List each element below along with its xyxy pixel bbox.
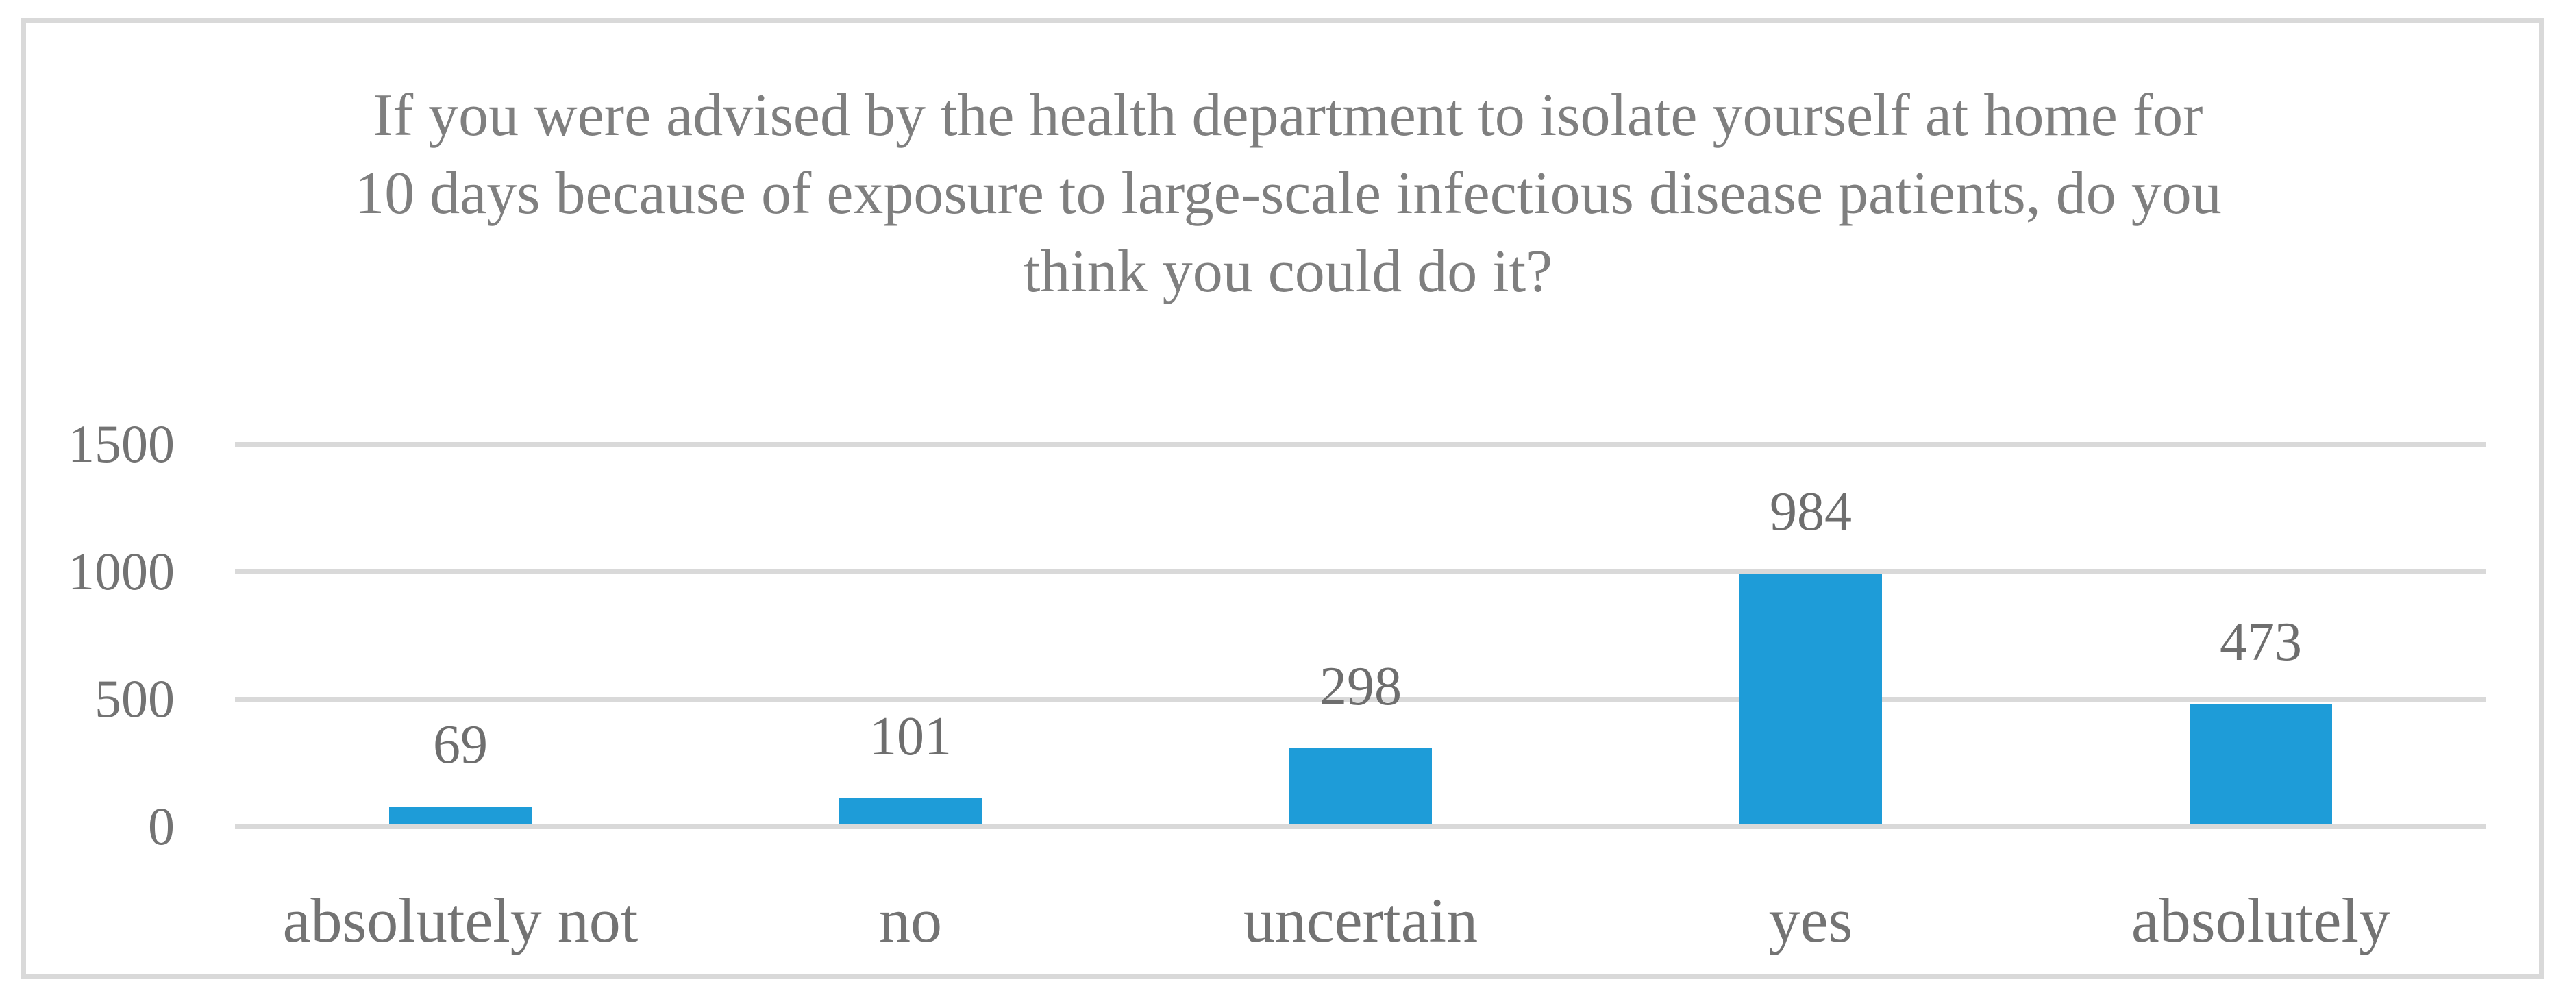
- x-axis-category-label-absolutely-not: absolutely not: [282, 885, 639, 955]
- bar-value-label-uncertain: 298: [1320, 656, 1402, 717]
- gridline-1000: [235, 569, 2486, 574]
- gridline-0: [235, 824, 2486, 829]
- y-axis-tick-label-500: 500: [95, 669, 175, 728]
- x-axis-category-label-absolutely: absolutely: [2131, 885, 2391, 955]
- y-axis-tick-label-1000: 1000: [68, 541, 175, 601]
- x-axis-category-label-no: no: [879, 885, 942, 955]
- bar-absolutely: [2190, 704, 2332, 824]
- bar-no: [839, 798, 982, 824]
- bar-value-label-no: 101: [869, 706, 952, 767]
- bar-value-label-yes: 984: [1770, 482, 1852, 542]
- x-axis-category-label-uncertain: uncertain: [1243, 885, 1478, 955]
- y-axis-tick-label-1500: 1500: [68, 414, 175, 474]
- bar-yes: [1739, 574, 1882, 824]
- chart-title-line-1: If you were advised by the health depart…: [373, 82, 2203, 149]
- gridline-500: [235, 697, 2486, 702]
- chart-title: If you were advised by the health depart…: [0, 77, 2576, 311]
- gridline-1500: [235, 442, 2486, 447]
- bar-value-label-absolutely-not: 69: [433, 715, 488, 775]
- bar-value-label-absolutely: 473: [2220, 612, 2302, 672]
- chart-title-line-3: think you could do it?: [1023, 238, 1553, 305]
- bar-absolutely-not: [389, 807, 532, 824]
- x-axis-category-label-yes: yes: [1768, 885, 1853, 955]
- y-axis-tick-label-0: 0: [148, 796, 175, 856]
- bar-uncertain: [1289, 748, 1432, 824]
- chart-title-line-2: 10 days because of exposure to large-sca…: [354, 160, 2222, 227]
